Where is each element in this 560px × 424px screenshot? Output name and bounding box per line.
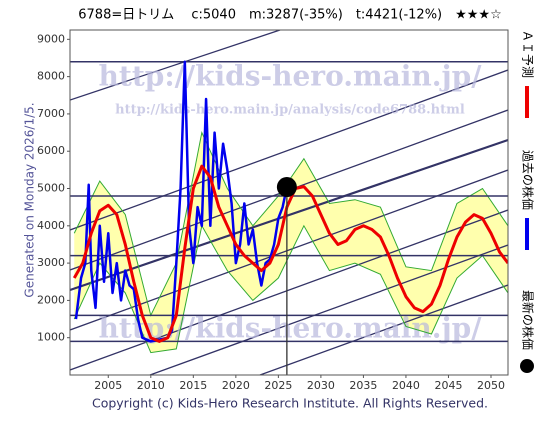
x-tick-label: 2020 bbox=[222, 379, 250, 392]
chart-title: 6788=日トリム c:5040 m:3287(-35%) t:4421(-12… bbox=[78, 8, 501, 23]
x-tick-label: 2025 bbox=[264, 379, 292, 392]
band-line bbox=[73, 130, 508, 317]
y-tick-label: 1000 bbox=[37, 331, 65, 344]
legend-label: 最新の株価 bbox=[521, 290, 536, 350]
series-line bbox=[74, 60, 289, 343]
trend-line bbox=[70, 69, 508, 231]
x-tick-label: 2050 bbox=[477, 379, 505, 392]
x-tick-label: 2035 bbox=[349, 379, 377, 392]
trend-line bbox=[149, 244, 508, 375]
y-tick-label: 2000 bbox=[37, 293, 65, 306]
x-tick-label: 2040 bbox=[392, 379, 420, 392]
y-tick-label: 7000 bbox=[37, 107, 65, 120]
y-tick-label: 3000 bbox=[37, 256, 65, 269]
legend-label: ＡＩ予測 bbox=[521, 30, 535, 78]
series-line bbox=[72, 164, 508, 343]
x-tick-label: 2005 bbox=[94, 379, 122, 392]
y-tick-label: 5000 bbox=[37, 182, 65, 195]
trend-line bbox=[70, 138, 508, 292]
y-tick-label: 8000 bbox=[37, 70, 65, 83]
plot-frame bbox=[69, 29, 509, 376]
x-tick-label: 2010 bbox=[137, 379, 165, 392]
plot-area: http://kids-hero.main.jp/http://kids-her… bbox=[70, 30, 508, 375]
legend-swatch bbox=[520, 359, 534, 374]
y-tick-label: 6000 bbox=[37, 144, 65, 157]
trend-line bbox=[259, 284, 508, 375]
watermark: http://kids-hero.main.jp/ bbox=[99, 60, 483, 93]
watermark: http://kids-hero.main.jp/analysis/code67… bbox=[115, 103, 465, 118]
trend-line bbox=[70, 30, 281, 101]
latest-point bbox=[276, 177, 297, 198]
x-tick-label: 2015 bbox=[179, 379, 207, 392]
y-tick-label: 4000 bbox=[37, 219, 65, 232]
trend-line bbox=[70, 209, 508, 371]
band-fill bbox=[74, 132, 508, 353]
legend-label: 過去の株価 bbox=[521, 150, 536, 210]
copyright: Copyright (c) Kids-Hero Research Institu… bbox=[92, 396, 488, 411]
x-tick-label: 2030 bbox=[307, 379, 335, 392]
band-line bbox=[73, 224, 508, 354]
y-tick-label: 9000 bbox=[37, 32, 65, 45]
x-tick-label: 2045 bbox=[434, 379, 462, 392]
side-note: Generated on Monday 2026/1/5. bbox=[23, 102, 37, 297]
